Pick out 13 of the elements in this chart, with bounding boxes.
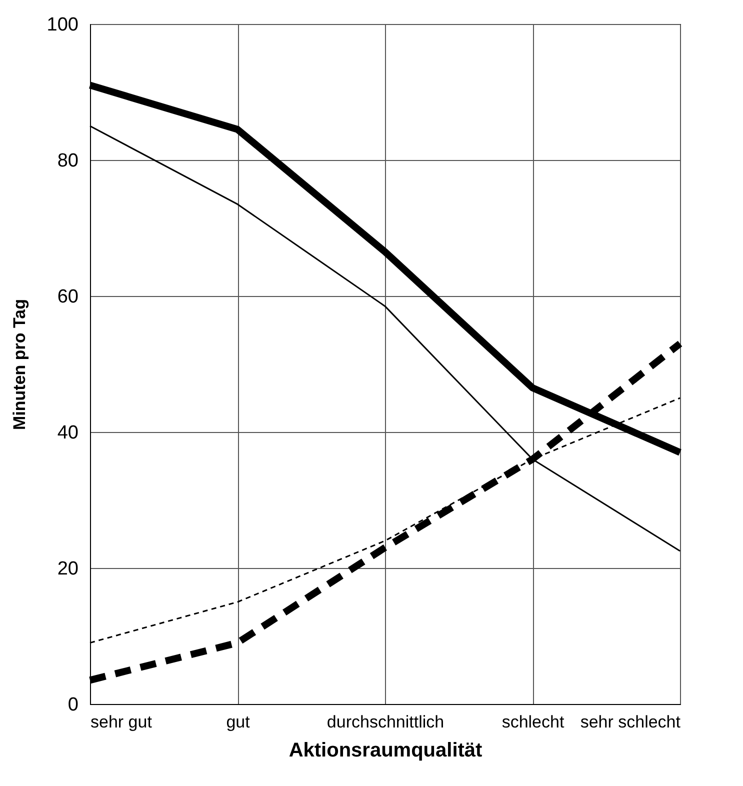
y-tick-label: 60 xyxy=(57,286,78,308)
x-tick-label: gut xyxy=(226,712,250,732)
y-tick-label: 20 xyxy=(57,558,78,580)
y-axis-title: Minuten pro Tag xyxy=(10,299,29,430)
y-tick-label: 40 xyxy=(57,422,78,444)
y-tick-label: 100 xyxy=(46,14,78,36)
x-tick-label: sehr schlecht xyxy=(580,712,681,732)
y-tick-label: 0 xyxy=(68,694,78,716)
x-axis-title: Aktionsraumqualität xyxy=(288,740,483,762)
y-tick-label: 80 xyxy=(57,150,78,172)
x-tick-label: sehr gut xyxy=(90,712,152,732)
x-tick-label: schlecht xyxy=(502,712,564,732)
x-tick-label: durchschnittlich xyxy=(326,712,444,732)
